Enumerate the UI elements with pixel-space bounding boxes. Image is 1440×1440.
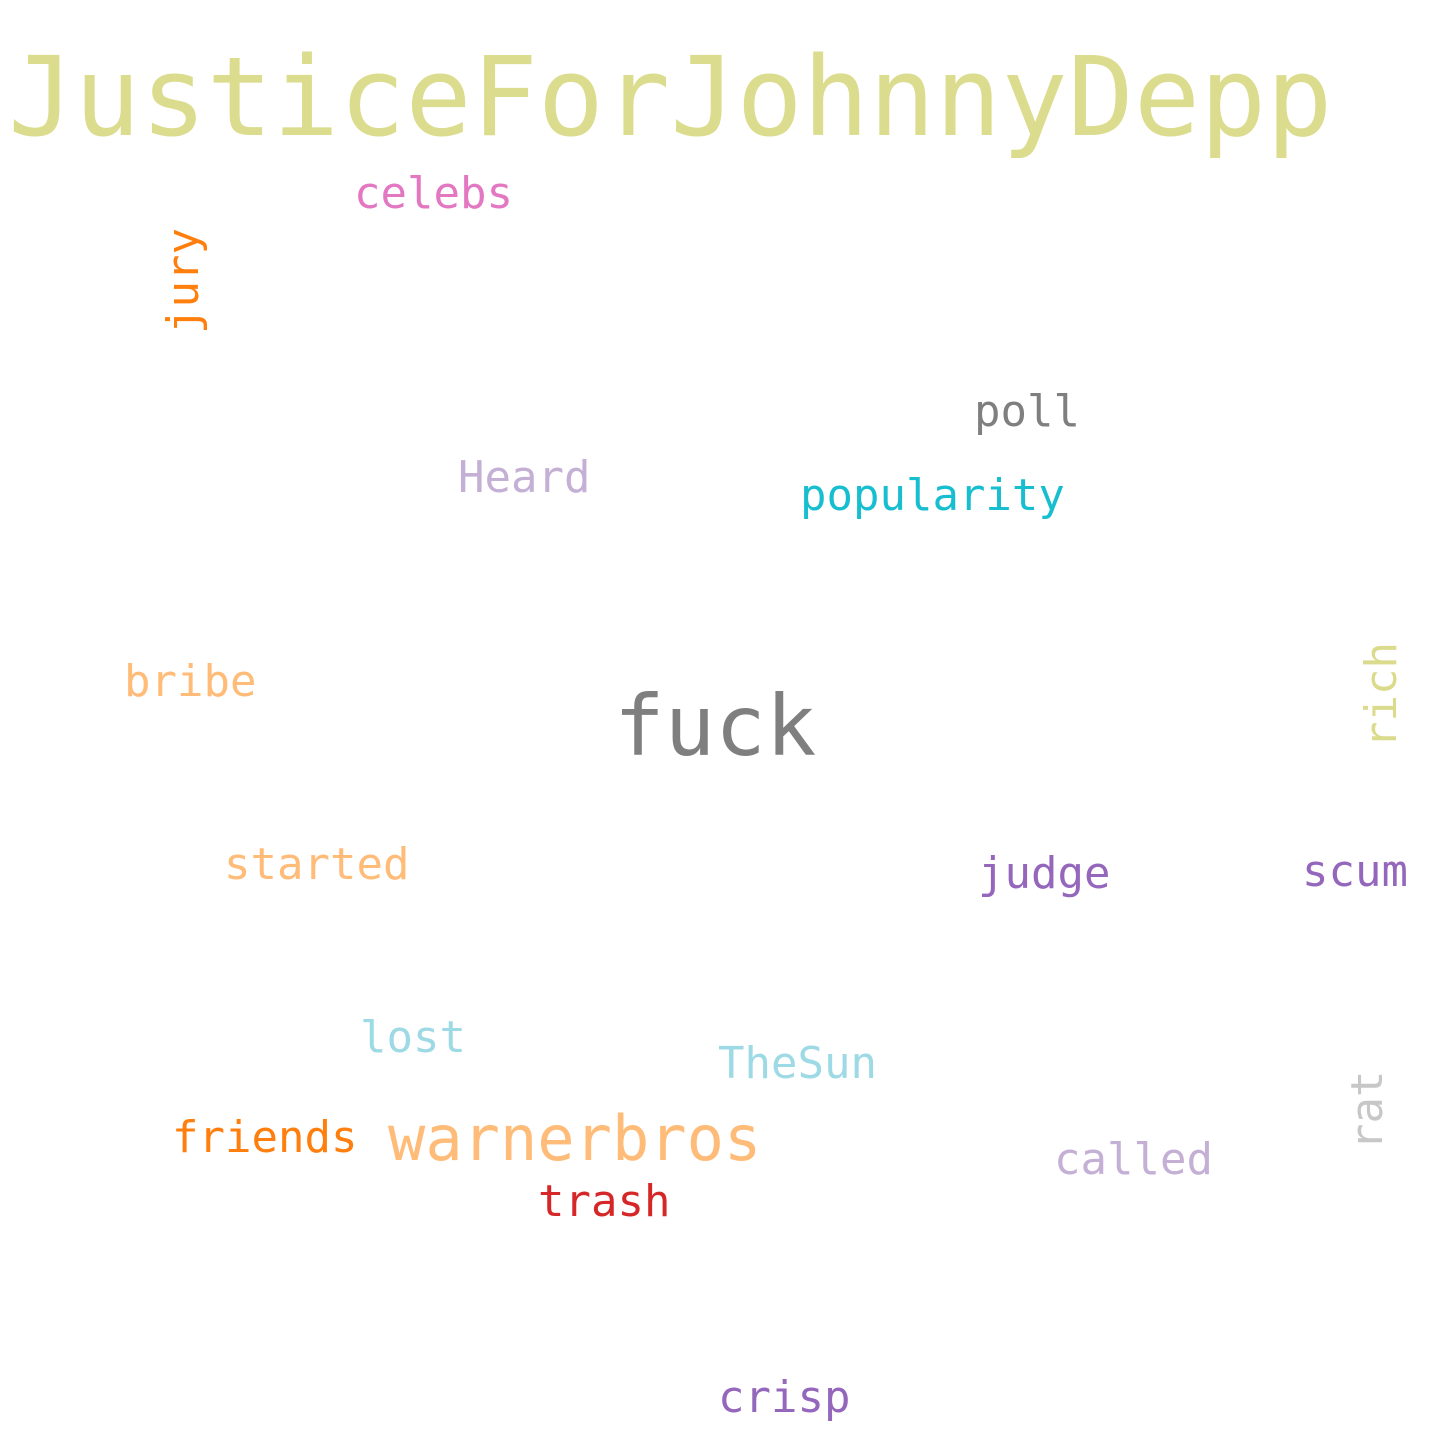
word-heard: Heard	[458, 452, 591, 503]
word-lost: lost	[360, 1012, 466, 1063]
word-rich: rich	[1356, 642, 1407, 748]
word-popularity: popularity	[800, 470, 1065, 521]
word-jury: jury	[158, 228, 209, 334]
word-thesun: TheSun	[718, 1038, 877, 1089]
word-scum: scum	[1302, 846, 1408, 897]
word-crisp: crisp	[718, 1372, 851, 1423]
word-called: called	[1054, 1134, 1213, 1185]
word-justiceforjohnnydepp: JusticeForJohnnyDepp	[8, 33, 1333, 161]
word-fuck: fuck	[614, 677, 817, 775]
word-warnerbros: warnerbros	[388, 1102, 762, 1175]
word-friends: friends	[172, 1112, 358, 1163]
word-trash: trash	[538, 1176, 671, 1227]
word-celebs: celebs	[354, 168, 513, 219]
word-judge: judge	[978, 848, 1111, 899]
word-bribe: bribe	[124, 656, 257, 707]
word-rat: rat	[1342, 1070, 1393, 1150]
word-poll: poll	[974, 386, 1080, 437]
word-started: started	[224, 839, 410, 890]
